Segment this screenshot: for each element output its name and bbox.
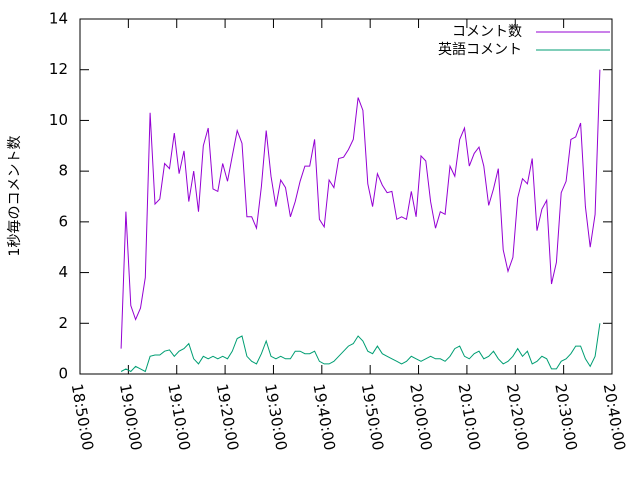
y-tick-label: 12 bbox=[49, 60, 68, 78]
x-tick-label: 19:20:00 bbox=[213, 382, 242, 451]
y-tick-label: 2 bbox=[58, 314, 68, 332]
x-tick-label: 20:40:00 bbox=[600, 382, 629, 451]
x-tick-label: 19:00:00 bbox=[116, 382, 145, 451]
x-tick-label: 18:50:00 bbox=[68, 382, 97, 451]
x-tick-label: 20:10:00 bbox=[455, 382, 484, 451]
y-tick-label: 8 bbox=[58, 162, 68, 180]
series-line bbox=[120, 323, 601, 373]
y-tick-label: 0 bbox=[58, 365, 68, 383]
x-tick-label: 20:20:00 bbox=[503, 382, 532, 451]
legend-label: 英語コメント bbox=[438, 41, 522, 58]
x-tick-label: 19:50:00 bbox=[358, 382, 387, 451]
x-tick-label: 19:40:00 bbox=[309, 382, 338, 451]
x-tick-label: 19:30:00 bbox=[261, 382, 290, 451]
y-tick-label: 14 bbox=[49, 10, 68, 28]
series-line bbox=[120, 69, 601, 349]
y-tick-label: 4 bbox=[58, 263, 68, 281]
plot-frame bbox=[79, 18, 613, 375]
x-tick-label: 19:10:00 bbox=[164, 382, 193, 451]
x-tick-label: 20:30:00 bbox=[551, 382, 580, 451]
x-tick-label: 20:00:00 bbox=[406, 382, 435, 451]
legend-label: コメント数 bbox=[452, 24, 522, 40]
y-axis-label: 1秒毎のコメント数 bbox=[7, 136, 23, 257]
y-tick-label: 6 bbox=[58, 212, 68, 230]
y-tick-label: 10 bbox=[49, 111, 68, 129]
